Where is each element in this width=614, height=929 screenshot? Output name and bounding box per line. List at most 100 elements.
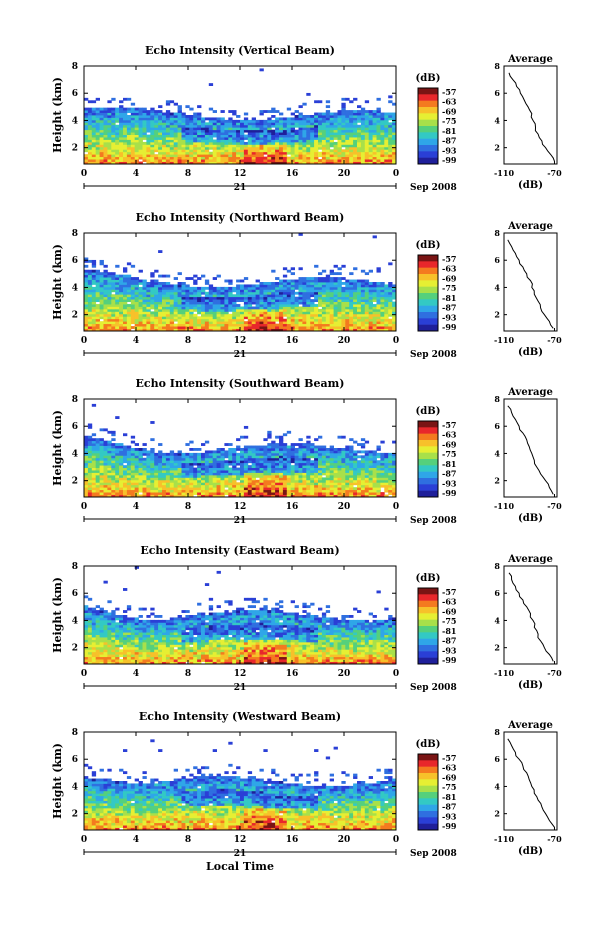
heatmap-cell	[286, 129, 292, 133]
heatmap-cell	[275, 448, 280, 451]
heatmap-cell	[353, 289, 358, 293]
heatmap-cell	[169, 134, 175, 138]
heatmap-cell	[325, 124, 331, 128]
heatmap-cell	[329, 482, 334, 486]
heatmap-cell	[240, 284, 245, 288]
heatmap-cell	[279, 450, 284, 454]
heatmap-cell	[201, 321, 206, 325]
heatmap-cell	[329, 479, 334, 483]
heatmap-cell	[298, 122, 303, 126]
heatmap-cell	[357, 328, 362, 332]
heatmap-cell	[177, 159, 182, 162]
heatmap-cell	[236, 452, 241, 456]
heatmap-cell	[321, 487, 327, 491]
heatmap-cell	[298, 443, 303, 446]
heatmap-cell	[321, 311, 327, 315]
x-tick-label: 0	[81, 336, 87, 346]
heatmap-cell	[279, 132, 284, 135]
heatmap-cell	[286, 279, 292, 283]
heatmap-cell	[111, 277, 116, 280]
heatmap-cell	[99, 487, 104, 491]
heatmap-cell	[87, 487, 93, 491]
heatmap-cell	[372, 146, 377, 150]
heatmap-cell	[243, 484, 249, 488]
heatmap-cell	[306, 306, 311, 310]
colorbar-swatch	[418, 107, 438, 114]
heatmap-cell	[329, 149, 334, 153]
heatmap-cell	[376, 326, 381, 329]
heatmap-cell	[87, 132, 93, 135]
heatmap-cell	[275, 306, 280, 310]
colorbar-swatch	[418, 113, 438, 120]
heatmap-cell	[236, 492, 241, 495]
heatmap-cell	[87, 137, 93, 140]
heatmap-cell	[115, 286, 120, 290]
heatmap-cell	[279, 326, 284, 329]
heatmap-cell	[255, 492, 260, 495]
heatmap-cell	[236, 122, 241, 126]
heatmap-cell	[169, 119, 175, 123]
heatmap-cell	[216, 299, 221, 302]
heatmap-cell	[204, 494, 210, 498]
heatmap-cell	[302, 291, 307, 295]
heatmap-cell	[341, 107, 346, 111]
heatmap-cell	[353, 117, 358, 121]
heatmap-cell	[368, 294, 373, 298]
heatmap-cell	[189, 161, 194, 165]
heatmap-cell	[142, 472, 147, 476]
heatmap-cell	[240, 448, 245, 451]
heatmap-cell	[318, 124, 323, 128]
heatmap-cell	[372, 304, 377, 307]
heatmap-cell	[169, 149, 175, 153]
heatmap-cell	[341, 304, 346, 307]
heatmap-cell	[318, 291, 323, 295]
heatmap-cell	[158, 112, 163, 116]
heatmap-cell	[294, 472, 299, 476]
heatmap-cell	[368, 151, 373, 155]
heatmap-cell	[87, 477, 93, 481]
heatmap-cell	[259, 445, 264, 449]
heatmap-cell	[224, 474, 229, 478]
heatmap-cell	[150, 274, 155, 278]
heatmap-cell	[95, 115, 100, 118]
heatmap-cell	[318, 450, 323, 454]
heatmap-cell	[345, 159, 350, 162]
heatmap-cell	[240, 119, 245, 123]
heatmap-cell	[282, 482, 288, 486]
heatmap-cell	[177, 318, 182, 322]
heatmap-cell	[236, 455, 241, 459]
heatmap-cell	[380, 294, 385, 298]
heatmap-cell	[329, 301, 334, 305]
heatmap-cell	[111, 289, 116, 293]
colorbar-swatch	[418, 151, 438, 158]
heatmap-cell	[134, 489, 139, 493]
heatmap-cell	[251, 450, 256, 454]
colorbar-unit: (dB)	[416, 73, 441, 84]
heatmap-cell	[126, 97, 132, 101]
heatmap-cell	[99, 494, 104, 498]
heatmap-cell	[302, 139, 307, 143]
heatmap-cell	[126, 489, 132, 493]
heatmap-cell	[111, 119, 116, 123]
heatmap-cell	[337, 465, 342, 468]
heatmap-cell	[318, 462, 323, 466]
heatmap-cell	[162, 477, 167, 481]
heatmap-cell	[123, 291, 128, 295]
heatmap-cell	[177, 134, 182, 138]
heatmap-cell	[376, 323, 381, 327]
heatmap-cell	[134, 119, 139, 123]
heatmap-cell	[306, 159, 311, 162]
heatmap-cell	[119, 110, 124, 113]
heatmap-cell	[181, 144, 186, 148]
heatmap-cell	[150, 291, 155, 295]
heatmap-cell	[306, 326, 311, 329]
heatmap-cell	[267, 132, 272, 135]
heatmap-cell	[228, 144, 233, 148]
heatmap-cell	[165, 100, 171, 104]
heatmap-cell	[321, 445, 327, 449]
heatmap-cell	[142, 474, 147, 478]
heatmap-cell	[91, 115, 97, 118]
heatmap-cell	[392, 308, 397, 312]
heatmap-cell	[84, 269, 89, 273]
heatmap-cell	[236, 313, 241, 317]
